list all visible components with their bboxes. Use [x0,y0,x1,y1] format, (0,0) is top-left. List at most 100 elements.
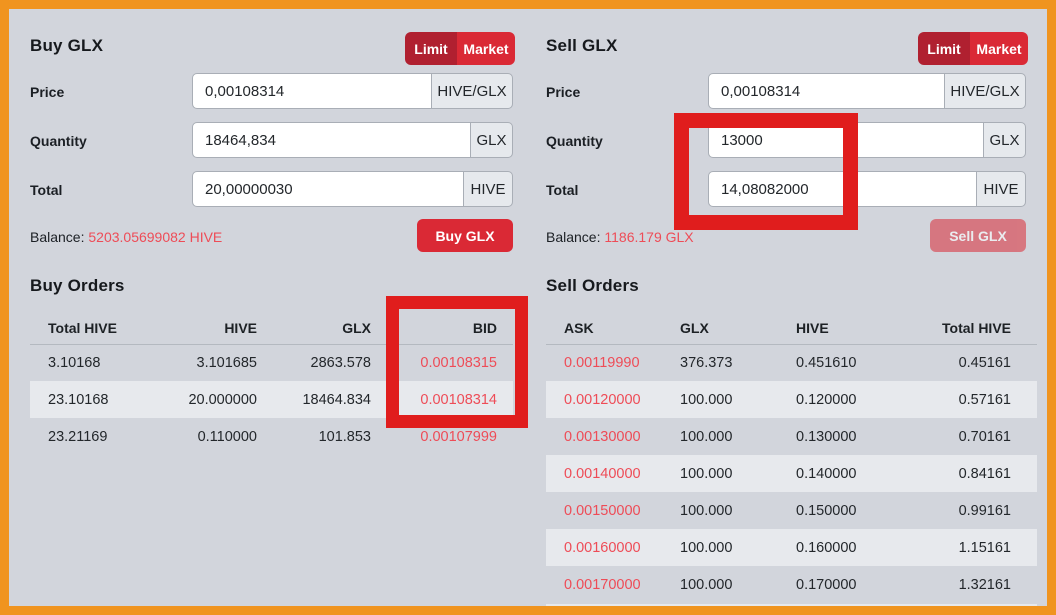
sell-orders-partial-row [546,604,1037,609]
sell-total-input[interactable] [708,171,977,207]
order-value-cell: 0.57161 [958,391,1011,408]
sell-price-unit: HIVE/GLX [944,73,1026,109]
buy-price-unit: HIVE/GLX [431,73,513,109]
order-row[interactable]: 0.00170000 100.000 0.170000 1.32161 [546,566,1037,603]
order-value-cell: 0.451610 [796,354,857,371]
buy-submit-button[interactable]: Buy GLX [417,219,513,252]
sell-quantity-unit: GLX [983,122,1026,158]
order-value-cell: 100.000 [680,502,733,519]
buy-quantity-label: Quantity [30,133,87,149]
order-value-cell: 0.150000 [796,502,857,519]
buy-balance: Balance: 5203.05699082 HIVE [30,229,222,245]
sell-market-tab[interactable]: Market [970,32,1028,65]
order-row[interactable]: 0.00150000 100.000 0.150000 0.99161 [546,492,1037,529]
sell-balance: Balance: 1186.179 GLX [546,229,694,245]
sell-order-type-toggle: Limit Market [918,32,1028,65]
buy-balance-label: Balance: [30,229,85,245]
column-header: Total HIVE [30,312,160,345]
buy-quantity-input[interactable] [192,122,471,158]
order-value-cell: 101.853 [318,428,371,445]
buy-total-group: HIVE [192,171,513,207]
sell-total-label: Total [546,182,579,198]
sell-orders-table: ASK GLX HIVE Total HIVE 0.00119990 376.373 0.… [546,312,1037,603]
order-value-cell: 0.160000 [796,539,857,556]
buy-market-tab[interactable]: Market [457,32,515,65]
buy-total-label: Total [30,182,63,198]
order-row[interactable]: 3.10168 3.101685 2863.578 0.00108315 [30,344,513,381]
buy-limit-tab[interactable]: Limit [405,32,457,65]
sell-balance-label: Balance: [546,229,601,245]
order-row[interactable]: 0.00130000 100.000 0.130000 0.70161 [546,418,1037,455]
order-row[interactable]: 0.00119990 376.373 0.451610 0.45161 [546,344,1037,381]
order-row[interactable]: 23.21169 0.110000 101.853 0.00107999 [30,418,513,455]
buy-total-input[interactable] [192,171,464,207]
order-value-cell: 100.000 [680,539,733,556]
sell-orders-title: Sell Orders [546,276,639,295]
column-header: HIVE [160,312,273,345]
buy-price-group: HIVE/GLX [192,73,513,109]
order-price-cell: 0.00160000 [564,539,641,556]
order-price-cell: 0.00120000 [564,391,641,408]
sell-total-unit: HIVE [976,171,1026,207]
buy-orders-header-row: Total HIVE HIVE GLX BID [30,312,513,345]
order-value-cell: 0.70161 [958,428,1011,445]
column-header: Total HIVE [912,312,1037,345]
order-value-cell: 0.130000 [796,428,857,445]
order-price-cell: 0.00108314 [420,391,497,408]
column-header: BID [387,312,513,345]
sell-panel-title: Sell GLX [546,36,618,55]
sell-quantity-label: Quantity [546,133,603,149]
order-value-cell: 0.110000 [197,428,257,445]
buy-total-unit: HIVE [463,171,513,207]
buy-balance-value: 5203.05699082 HIVE [88,229,223,245]
column-header: GLX [273,312,387,345]
sell-price-input[interactable] [708,73,945,109]
buy-price-label: Price [30,84,65,100]
order-value-cell: 20.000000 [188,391,257,408]
order-row[interactable]: 0.00160000 100.000 0.160000 1.15161 [546,529,1037,566]
buy-orders-title: Buy Orders [30,276,125,295]
order-value-cell: 0.45161 [958,354,1011,371]
buy-order-type-toggle: Limit Market [405,32,515,65]
order-value-cell: 3.101685 [196,354,257,371]
order-value-cell: 100.000 [680,576,733,593]
order-value-cell: 3.10168 [48,354,101,371]
order-row[interactable]: 0.00120000 100.000 0.120000 0.57161 [546,381,1037,418]
order-value-cell: 1.32161 [958,576,1011,593]
order-value-cell: 2863.578 [310,354,371,371]
order-value-cell: 0.120000 [796,391,857,408]
order-price-cell: 0.00119990 [564,354,640,371]
sell-quantity-group: GLX [708,122,1026,158]
order-value-cell: 23.10168 [48,391,109,408]
order-price-cell: 0.00130000 [564,428,641,445]
column-header: HIVE [796,312,912,345]
order-value-cell: 0.170000 [796,576,857,593]
order-value-cell: 100.000 [680,465,733,482]
column-header: ASK [546,312,680,345]
buy-price-input[interactable] [192,73,432,109]
order-value-cell: 100.000 [680,391,733,408]
order-price-cell: 0.00107999 [420,428,497,445]
sell-price-group: HIVE/GLX [708,73,1026,109]
order-value-cell: 0.84161 [958,465,1011,482]
order-value-cell: 100.000 [680,428,733,445]
buy-quantity-unit: GLX [470,122,513,158]
sell-submit-button[interactable]: Sell GLX [930,219,1026,252]
buy-panel-title: Buy GLX [30,36,104,55]
sell-balance-value: 1186.179 GLX [604,229,694,245]
order-row[interactable]: 0.00140000 100.000 0.140000 0.84161 [546,455,1037,492]
order-value-cell: 0.99161 [958,502,1011,519]
order-value-cell: 0.140000 [796,465,857,482]
sell-total-group: HIVE [708,171,1026,207]
order-value-cell: 1.15161 [958,539,1011,556]
order-value-cell: 23.21169 [48,428,108,445]
order-price-cell: 0.00170000 [564,576,641,593]
buy-orders-table: Total HIVE HIVE GLX BID 3.10168 3.101685 2863… [30,312,513,455]
order-row[interactable]: 23.10168 20.000000 18464.834 0.00108314 [30,381,513,418]
order-value-cell: 18464.834 [302,391,371,408]
order-price-cell: 0.00140000 [564,465,641,482]
sell-quantity-input[interactable] [708,122,984,158]
sell-limit-tab[interactable]: Limit [918,32,970,65]
sell-price-label: Price [546,84,581,100]
